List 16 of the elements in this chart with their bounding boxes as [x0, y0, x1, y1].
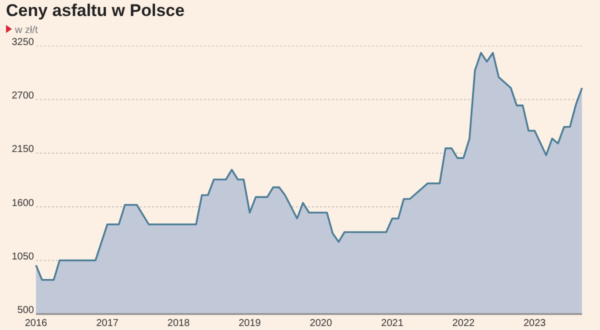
y-tick-label: 3250	[12, 37, 34, 48]
x-tick-label: 2022	[452, 318, 475, 329]
x-tick-label: 2023	[523, 318, 546, 329]
chart-subtitle: w zł/t	[14, 25, 38, 36]
y-tick-label: 500	[17, 305, 34, 316]
y-tick-label: 2150	[12, 144, 34, 156]
y-tick-label: 1050	[12, 251, 34, 262]
x-tick-label: 2021	[381, 318, 404, 329]
x-tick-label: 2019	[238, 318, 262, 329]
y-tick-label: 2700	[12, 90, 34, 102]
x-tick-label: 2018	[167, 318, 190, 329]
x-tick-label: 2017	[96, 318, 119, 329]
x-tick-label: 2020	[310, 318, 332, 329]
x-tick-label: 2016	[24, 318, 48, 329]
y-tick-label: 1600	[12, 198, 34, 209]
chart-title: Ceny asfaltu w Polsce	[6, 1, 185, 20]
